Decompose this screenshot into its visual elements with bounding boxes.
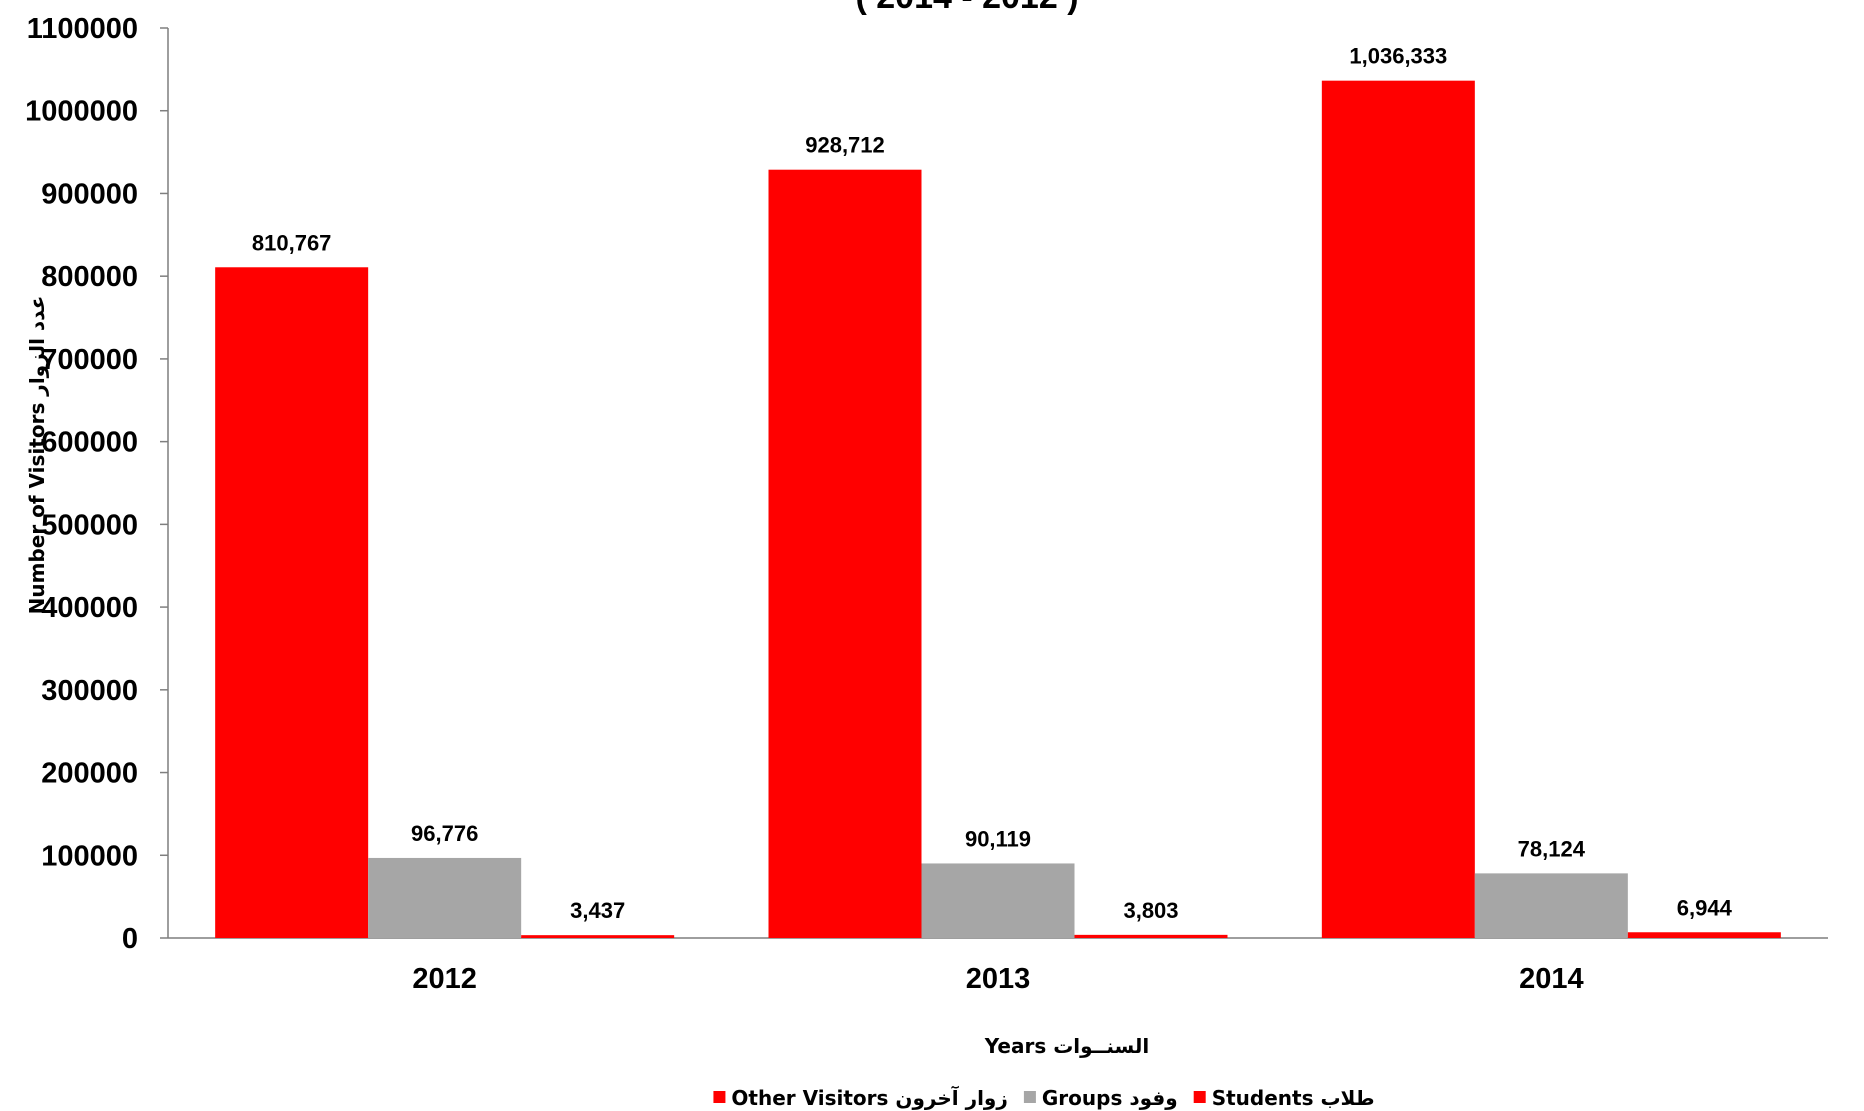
y-tick-label: 0 <box>122 923 138 955</box>
data-label: 78,124 <box>1518 836 1586 861</box>
data-label: 90,119 <box>965 826 1031 851</box>
y-tick-label: 300000 <box>41 675 138 707</box>
bar-3-2014 <box>1627 932 1781 938</box>
bar-3-2012 <box>521 935 675 938</box>
data-labels-group: 810,767 96,776 3,437 928,712 90,119 3,803 1,03… <box>252 44 1733 923</box>
bar-2-2013 <box>921 863 1075 938</box>
data-label: 3,803 <box>1123 898 1178 923</box>
data-label: 3,437 <box>570 898 625 923</box>
bar-1-2013 <box>768 169 922 938</box>
legend-label: Other Visitors زوار آخرون <box>731 1085 1007 1110</box>
y-tick-label: 700000 <box>41 344 138 376</box>
y-axis-ticks: 0 100000 200000 300000 400000 500000 600000 700… <box>25 13 168 955</box>
y-tick-label: 100000 <box>41 840 138 872</box>
y-tick-label: 800000 <box>41 261 138 293</box>
x-axis-title: Years السنــوات <box>984 1034 1149 1058</box>
legend: Other Visitors زوار آخرون Groups وفود Stud… <box>713 1085 1375 1110</box>
data-label: 1,036,333 <box>1349 44 1447 69</box>
x-category-label: 2012 <box>412 963 477 995</box>
y-tick-label: 900000 <box>41 178 138 210</box>
x-axis-category-labels: 2012 2013 2014 <box>412 963 1583 995</box>
legend-label: Students طلاب <box>1212 1086 1375 1110</box>
data-label: 96,776 <box>411 821 478 846</box>
bar-3-2013 <box>1074 934 1228 938</box>
data-label: 810,767 <box>252 230 332 255</box>
x-category-label: 2013 <box>966 963 1031 995</box>
legend-item: Students طلاب <box>1193 1086 1375 1110</box>
legend-swatch <box>1023 1091 1036 1103</box>
y-tick-label: 400000 <box>41 592 138 624</box>
legend-swatch <box>713 1091 726 1103</box>
bars-group <box>215 80 1781 939</box>
y-tick-label: 500000 <box>41 509 138 541</box>
y-tick-label: 1100000 <box>27 13 138 45</box>
legend-label: Groups وفود <box>1042 1086 1178 1110</box>
chart-title: ( 2014 - 2012 ) <box>855 0 1078 16</box>
legend-item: Groups وفود <box>1023 1086 1178 1110</box>
y-axis-title: Number of Visitors عدد الزوار <box>25 296 49 615</box>
bar-1-2014 <box>1321 80 1475 938</box>
x-category-label: 2014 <box>1519 963 1584 995</box>
legend-item: Other Visitors زوار آخرون <box>713 1085 1008 1110</box>
bar-1-2012 <box>215 267 369 939</box>
data-label: 928,712 <box>805 133 885 158</box>
y-tick-label: 200000 <box>41 758 138 790</box>
y-tick-label: 600000 <box>41 427 138 459</box>
bar-2-2014 <box>1474 873 1628 938</box>
y-tick-label: 1000000 <box>25 96 138 128</box>
bar-2-2012 <box>368 857 522 938</box>
legend-swatch <box>1193 1091 1206 1103</box>
data-label: 6,944 <box>1677 895 1733 920</box>
